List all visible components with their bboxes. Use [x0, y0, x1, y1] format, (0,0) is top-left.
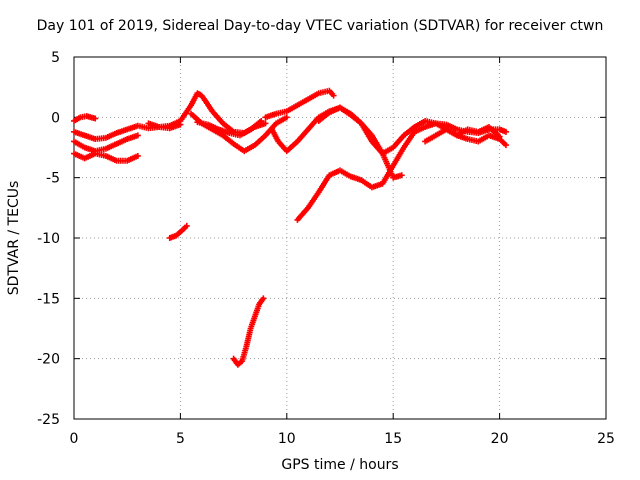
y-tick-label: -5	[46, 171, 60, 187]
data-point	[330, 92, 337, 99]
data-point	[183, 222, 190, 229]
series-track-i	[230, 295, 267, 368]
x-tick-label: 15	[384, 431, 402, 447]
ticks: 0 5 10 15 20 25 5 0 -5 -10 -15 -20 -25	[37, 50, 615, 447]
data-point	[496, 133, 503, 140]
data-point	[502, 128, 509, 135]
x-tick-label: 25	[597, 431, 615, 447]
data-point	[262, 120, 269, 127]
y-tick-label: -10	[37, 231, 60, 247]
y-tick-label: -20	[37, 352, 60, 368]
series-track-c	[71, 132, 141, 155]
y-axis-label: SDTVAR / TECUs	[6, 180, 22, 296]
series-track-b	[71, 113, 99, 124]
data-point	[283, 114, 290, 121]
x-axis-label: GPS time / hours	[281, 457, 399, 473]
series-track-h	[194, 117, 265, 139]
x-tick-label: 5	[176, 431, 185, 447]
series-track-j	[262, 87, 337, 121]
data-point	[260, 295, 267, 302]
x-tick-label: 0	[70, 431, 79, 447]
y-tick-label: 0	[51, 110, 60, 126]
series-track-e	[166, 222, 190, 241]
x-tick-label: 10	[278, 431, 296, 447]
series-track-m	[315, 104, 509, 157]
series-layer	[71, 87, 509, 368]
series-track-d	[71, 150, 141, 164]
chart-title: Day 101 of 2019, Sidereal Day-to-day VTE…	[36, 18, 604, 34]
data-point	[92, 115, 99, 122]
data-point	[398, 172, 405, 179]
data-point	[134, 132, 141, 139]
data-point	[258, 117, 265, 124]
x-tick-label: 20	[491, 431, 509, 447]
data-point	[502, 142, 509, 149]
grid	[74, 57, 606, 419]
y-tick-label: -15	[37, 291, 60, 307]
data-point	[134, 152, 141, 159]
series-track-n	[422, 123, 503, 145]
y-tick-label: -25	[37, 412, 60, 428]
y-tick-label: 5	[51, 50, 60, 66]
